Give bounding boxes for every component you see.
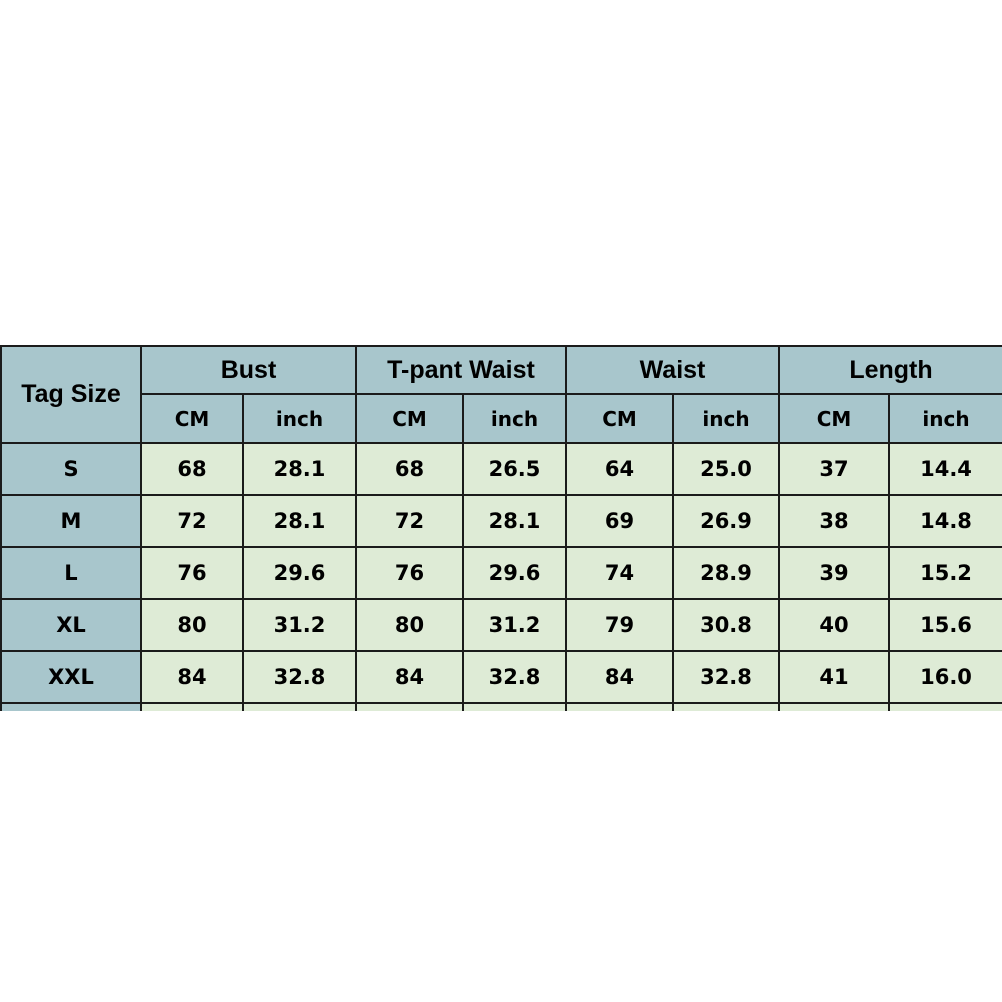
clipped-value-cell [355,702,464,711]
subheader-waist-inch: inch [672,393,780,444]
size-label: M [0,494,142,548]
value-cell: 28.9 [672,546,780,600]
value-cell: 28.1 [242,442,357,496]
value-cell: 25.0 [672,442,780,496]
value-cell: 72 [355,494,464,548]
value-cell: 72 [140,494,244,548]
value-cell: 29.6 [242,546,357,600]
group-header-tpant-waist: T-pant Waist [355,345,567,395]
value-cell: 68 [355,442,464,496]
clipped-value-cell [242,702,357,711]
value-cell: 28.1 [242,494,357,548]
clipped-value-cell [565,702,674,711]
value-cell: 38 [778,494,890,548]
subheader-row: CM inch CM inch CM inch CM inch [1,393,1002,444]
value-cell: 14.4 [887,442,1002,496]
table-row-xxl: XXL 84 32.8 84 32.8 84 32.8 41 16.0 [0,650,1002,704]
value-cell: 32.8 [242,650,357,704]
value-cell: 15.6 [887,598,1002,652]
value-cell: 32.8 [462,650,567,704]
clipped-value-cell [462,702,567,711]
value-cell: 84 [355,650,464,704]
clipped-value-cell [778,702,890,711]
group-header-row: Tag Size Bust T-pant Waist Waist Length [0,345,1002,444]
value-cell: 26.9 [672,494,780,548]
value-cell: 40 [778,598,890,652]
size-label: XXL [0,650,142,704]
clipped-value-cell [140,702,244,711]
value-cell: 84 [565,650,674,704]
value-cell: 14.8 [887,494,1002,548]
table-row-xl: XL 80 31.2 80 31.2 79 30.8 40 15.6 [0,598,1002,652]
value-cell: 32.8 [672,650,780,704]
clipped-value-cell [672,702,780,711]
table-row-s: S 68 28.1 68 26.5 64 25.0 37 14.4 [0,442,1002,496]
value-cell: 84 [140,650,244,704]
subheader-waist-cm: CM [565,393,674,444]
size-label: S [0,442,142,496]
clipped-value-cell [887,702,1002,711]
size-chart-clip-container: Tag Size Bust T-pant Waist Waist Length … [0,345,1002,711]
group-header-bust: Bust [140,345,357,395]
corner-header-tag-size: Tag Size [0,345,142,444]
subheader-length-cm: CM [778,393,890,444]
value-cell: 30.8 [672,598,780,652]
value-cell: 69 [565,494,674,548]
size-label: XL [0,598,142,652]
group-header-length: Length [777,345,1002,395]
subheader-tpant-cm: CM [355,393,464,444]
subheader-length-inch: inch [887,393,1002,444]
value-cell: 41 [778,650,890,704]
value-cell: 76 [140,546,244,600]
group-header-waist: Waist [565,345,780,395]
subheader-bust-cm: CM [140,393,244,444]
value-cell: 15.2 [887,546,1002,600]
value-cell: 76 [355,546,464,600]
table-row-l: L 76 29.6 76 29.6 74 28.9 39 15.2 [0,546,1002,600]
value-cell: 16.0 [887,650,1002,704]
value-cell: 39 [778,546,890,600]
value-cell: 26.5 [462,442,567,496]
value-cell: 80 [140,598,244,652]
clipped-partial-row [0,702,1002,711]
size-label: L [0,546,142,600]
value-cell: 68 [140,442,244,496]
subheader-tpant-inch: inch [462,393,567,444]
subheader-bust-inch: inch [242,393,357,444]
value-cell: 64 [565,442,674,496]
value-cell: 37 [778,442,890,496]
value-cell: 79 [565,598,674,652]
value-cell: 29.6 [462,546,567,600]
value-cell: 31.2 [462,598,567,652]
value-cell: 31.2 [242,598,357,652]
size-chart-table: Tag Size Bust T-pant Waist Waist Length … [0,345,1002,711]
table-row-m: M 72 28.1 72 28.1 69 26.9 38 14.8 [0,494,1002,548]
value-cell: 74 [565,546,674,600]
value-cell: 80 [355,598,464,652]
clipped-size-cell [0,702,142,711]
value-cell: 28.1 [462,494,567,548]
